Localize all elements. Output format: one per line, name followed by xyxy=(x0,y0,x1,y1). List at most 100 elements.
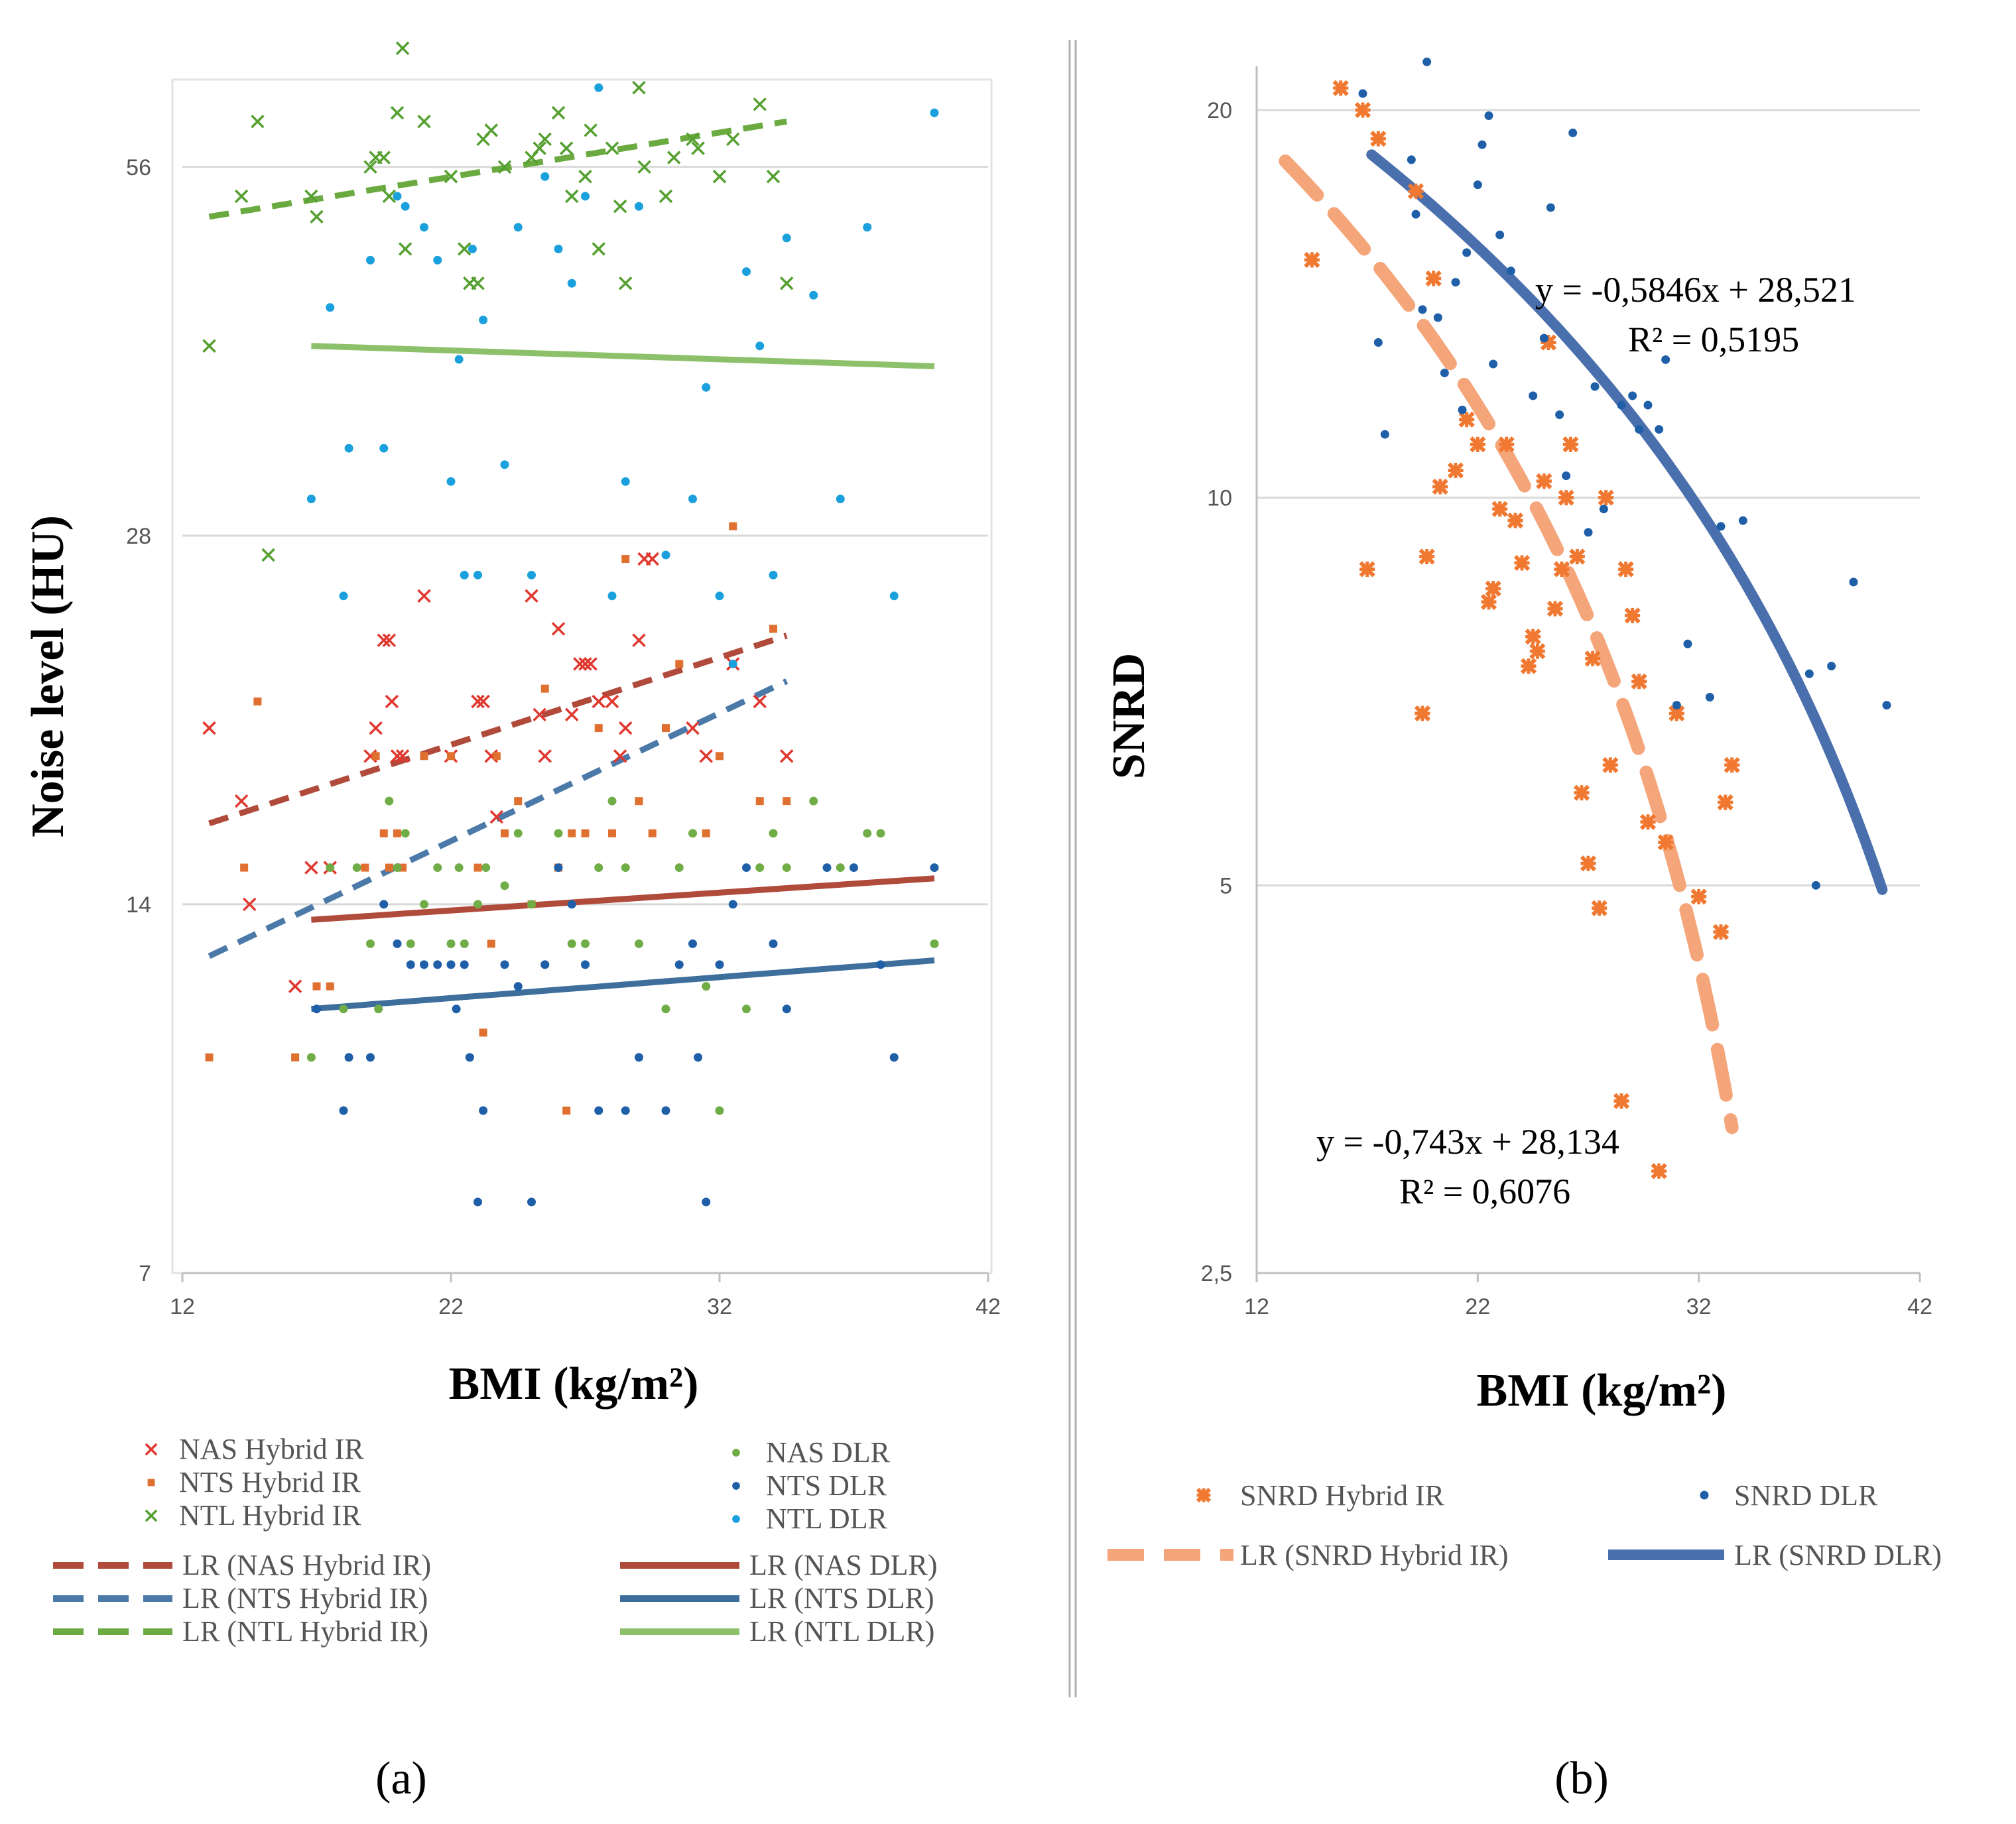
point-snrd-dlr-24 xyxy=(1584,528,1593,537)
point-snrd-hybrid-ir-24 xyxy=(1546,600,1564,617)
point-ntl-hybrid-ir-39 xyxy=(686,132,700,147)
point-nts-dlr-31 xyxy=(728,900,737,909)
point-snrd-hybrid-ir-46 xyxy=(1724,757,1740,774)
point-nts-dlr-10 xyxy=(452,1004,461,1014)
point-nas-dlr-39 xyxy=(863,829,872,838)
point-ntl-dlr-26 xyxy=(635,202,643,211)
panel-a-series-nas-hybrid-ir xyxy=(202,552,794,993)
legend-marker-ntl-hybrid-ir xyxy=(145,1509,158,1522)
point-nas-dlr-2 xyxy=(339,1004,348,1014)
point-ntl-dlr-2 xyxy=(339,591,348,601)
point-nas-hybrid-ir-15 xyxy=(471,694,485,709)
point-nas-dlr-30 xyxy=(688,829,697,838)
point-snrd-hybrid-ir-26 xyxy=(1558,489,1574,506)
point-nas-dlr-6 xyxy=(385,796,394,806)
point-nas-dlr-4 xyxy=(366,939,375,948)
point-snrd-hybrid-ir-19 xyxy=(1520,658,1537,674)
point-ntl-hybrid-ir-11 xyxy=(395,41,410,56)
point-snrd-dlr-19 xyxy=(1539,334,1548,343)
point-nts-dlr-4 xyxy=(379,900,389,909)
point-nts-hybrid-ir-38 xyxy=(783,797,791,806)
point-nts-dlr-39 xyxy=(930,863,939,873)
point-snrd-dlr-1 xyxy=(1373,337,1383,347)
point-snrd-hybrid-ir-21 xyxy=(1529,643,1546,660)
point-ntl-hybrid-ir-19 xyxy=(484,123,498,137)
point-nas-dlr-32 xyxy=(715,1106,724,1115)
panel-a-x-tick-22: 22 xyxy=(438,1294,464,1319)
point-nas-hybrid-ir-12 xyxy=(395,749,410,763)
panel-a-series-nas-dlr xyxy=(306,796,939,1115)
point-snrd-hybrid-ir-45 xyxy=(1717,794,1733,811)
point-nts-hybrid-ir-36 xyxy=(755,797,764,806)
point-nas-dlr-14 xyxy=(460,939,469,948)
point-nts-dlr-13 xyxy=(473,1197,482,1207)
point-ntl-dlr-33 xyxy=(755,341,765,351)
panel-a-line-lr-ntl-hybrid-ir xyxy=(208,118,788,220)
point-ntl-dlr-23 xyxy=(594,83,603,92)
point-snrd-hybrid-ir-13 xyxy=(1480,593,1497,610)
point-ntl-hybrid-ir-38 xyxy=(666,151,681,164)
point-snrd-hybrid-ir-33 xyxy=(1598,489,1614,506)
point-snrd-dlr-34 xyxy=(1683,639,1692,648)
point-nas-hybrid-ir-37 xyxy=(753,694,767,709)
point-nas-hybrid-ir-26 xyxy=(584,657,598,671)
point-nas-hybrid-ir-24 xyxy=(573,657,587,671)
point-nts-hybrid-ir-31 xyxy=(662,724,670,733)
legend-marker-nts-dlr xyxy=(732,1482,740,1490)
point-snrd-dlr-35 xyxy=(1705,693,1714,702)
point-ntl-hybrid-ir-10 xyxy=(390,105,405,120)
point-nas-hybrid-ir-29 xyxy=(613,749,627,763)
point-snrd-dlr-29 xyxy=(1635,425,1644,434)
point-nas-hybrid-ir-10 xyxy=(385,694,399,709)
point-ntl-dlr-24 xyxy=(607,591,617,601)
point-nts-dlr-19 xyxy=(554,863,563,873)
point-snrd-hybrid-ir-1 xyxy=(1332,80,1349,97)
point-snrd-hybrid-ir-16 xyxy=(1498,436,1515,453)
point-ntl-dlr-8 xyxy=(420,223,428,232)
point-ntl-dlr-32 xyxy=(742,267,751,276)
point-nas-dlr-41 xyxy=(930,939,939,948)
point-nas-dlr-0 xyxy=(306,1053,316,1062)
point-nts-hybrid-ir-28 xyxy=(621,555,630,564)
point-nts-dlr-26 xyxy=(674,960,684,969)
point-nts-dlr-9 xyxy=(446,960,456,969)
point-nts-dlr-12 xyxy=(465,1053,474,1062)
point-ntl-hybrid-ir-41 xyxy=(712,170,727,184)
point-ntl-dlr-6 xyxy=(393,192,402,201)
point-ntl-hybrid-ir-44 xyxy=(766,170,781,184)
point-nas-dlr-23 xyxy=(581,939,590,948)
point-nas-hybrid-ir-2 xyxy=(243,897,257,912)
legend-label-lr-snrd-hybrid-ir: LR (SNRD Hybrid IR) xyxy=(1240,1539,1509,1571)
panel-b-x-tick-42: 42 xyxy=(1907,1294,1932,1319)
point-nts-hybrid-ir-2 xyxy=(253,697,262,705)
point-snrd-hybrid-ir-18 xyxy=(1513,554,1531,572)
point-ntl-hybrid-ir-24 xyxy=(538,132,552,147)
point-nts-hybrid-ir-18 xyxy=(501,829,509,837)
point-nas-hybrid-ir-0 xyxy=(202,721,216,735)
point-snrd-hybrid-ir-31 xyxy=(1584,650,1601,667)
point-snrd-dlr-6 xyxy=(1422,57,1432,66)
point-snrd-hybrid-ir-2 xyxy=(1354,101,1371,119)
point-ntl-dlr-11 xyxy=(454,355,464,364)
point-nts-dlr-2 xyxy=(344,1053,353,1062)
point-nas-dlr-21 xyxy=(554,829,563,838)
point-ntl-dlr-31 xyxy=(728,659,737,668)
panel-a-label: (a) xyxy=(375,1753,427,1804)
point-ntl-dlr-7 xyxy=(401,202,410,211)
point-nts-dlr-38 xyxy=(889,1053,899,1062)
point-nas-dlr-28 xyxy=(661,1004,670,1014)
point-snrd-dlr-30 xyxy=(1643,400,1653,410)
legend-label-ntl-dlr: NTL DLR xyxy=(766,1502,888,1535)
point-nts-hybrid-ir-10 xyxy=(393,829,401,837)
point-ntl-hybrid-ir-21 xyxy=(497,160,512,174)
point-ntl-hybrid-ir-17 xyxy=(471,276,485,290)
legend-label-nts-dlr: NTS DLR xyxy=(766,1469,887,1502)
point-nts-hybrid-ir-33 xyxy=(702,829,710,837)
point-snrd-dlr-27 xyxy=(1617,400,1626,410)
point-nts-hybrid-ir-29 xyxy=(635,797,643,806)
point-nas-hybrid-ir-3 xyxy=(288,979,302,993)
point-snrd-dlr-10 xyxy=(1458,405,1467,414)
panel-b-y-tick-5: 5 xyxy=(1220,873,1232,898)
point-ntl-hybrid-ir-31 xyxy=(605,141,619,155)
point-ntl-hybrid-ir-23 xyxy=(533,141,546,155)
